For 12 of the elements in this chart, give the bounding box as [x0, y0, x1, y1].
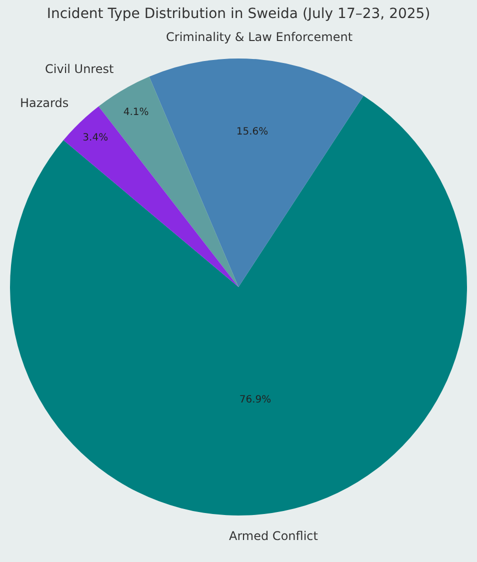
- data-label: 3.4%: [82, 132, 108, 144]
- chart-title: Incident Type Distribution in Sweida (July 17–23, 2025): [46, 6, 430, 22]
- pie-slice: [63, 106, 238, 287]
- pie-slice: [149, 58, 364, 287]
- slice-label: Criminality & Law Enforcement: [166, 30, 353, 44]
- data-label: 76.9%: [239, 394, 272, 406]
- data-label: 15.6%: [236, 126, 268, 138]
- data-label: 4.1%: [123, 106, 149, 118]
- pie-slice: [10, 96, 467, 516]
- slice-label: Civil Unrest: [45, 62, 114, 76]
- slice-label: Armed Conflict: [229, 529, 318, 543]
- slice-label: Hazards: [20, 96, 69, 110]
